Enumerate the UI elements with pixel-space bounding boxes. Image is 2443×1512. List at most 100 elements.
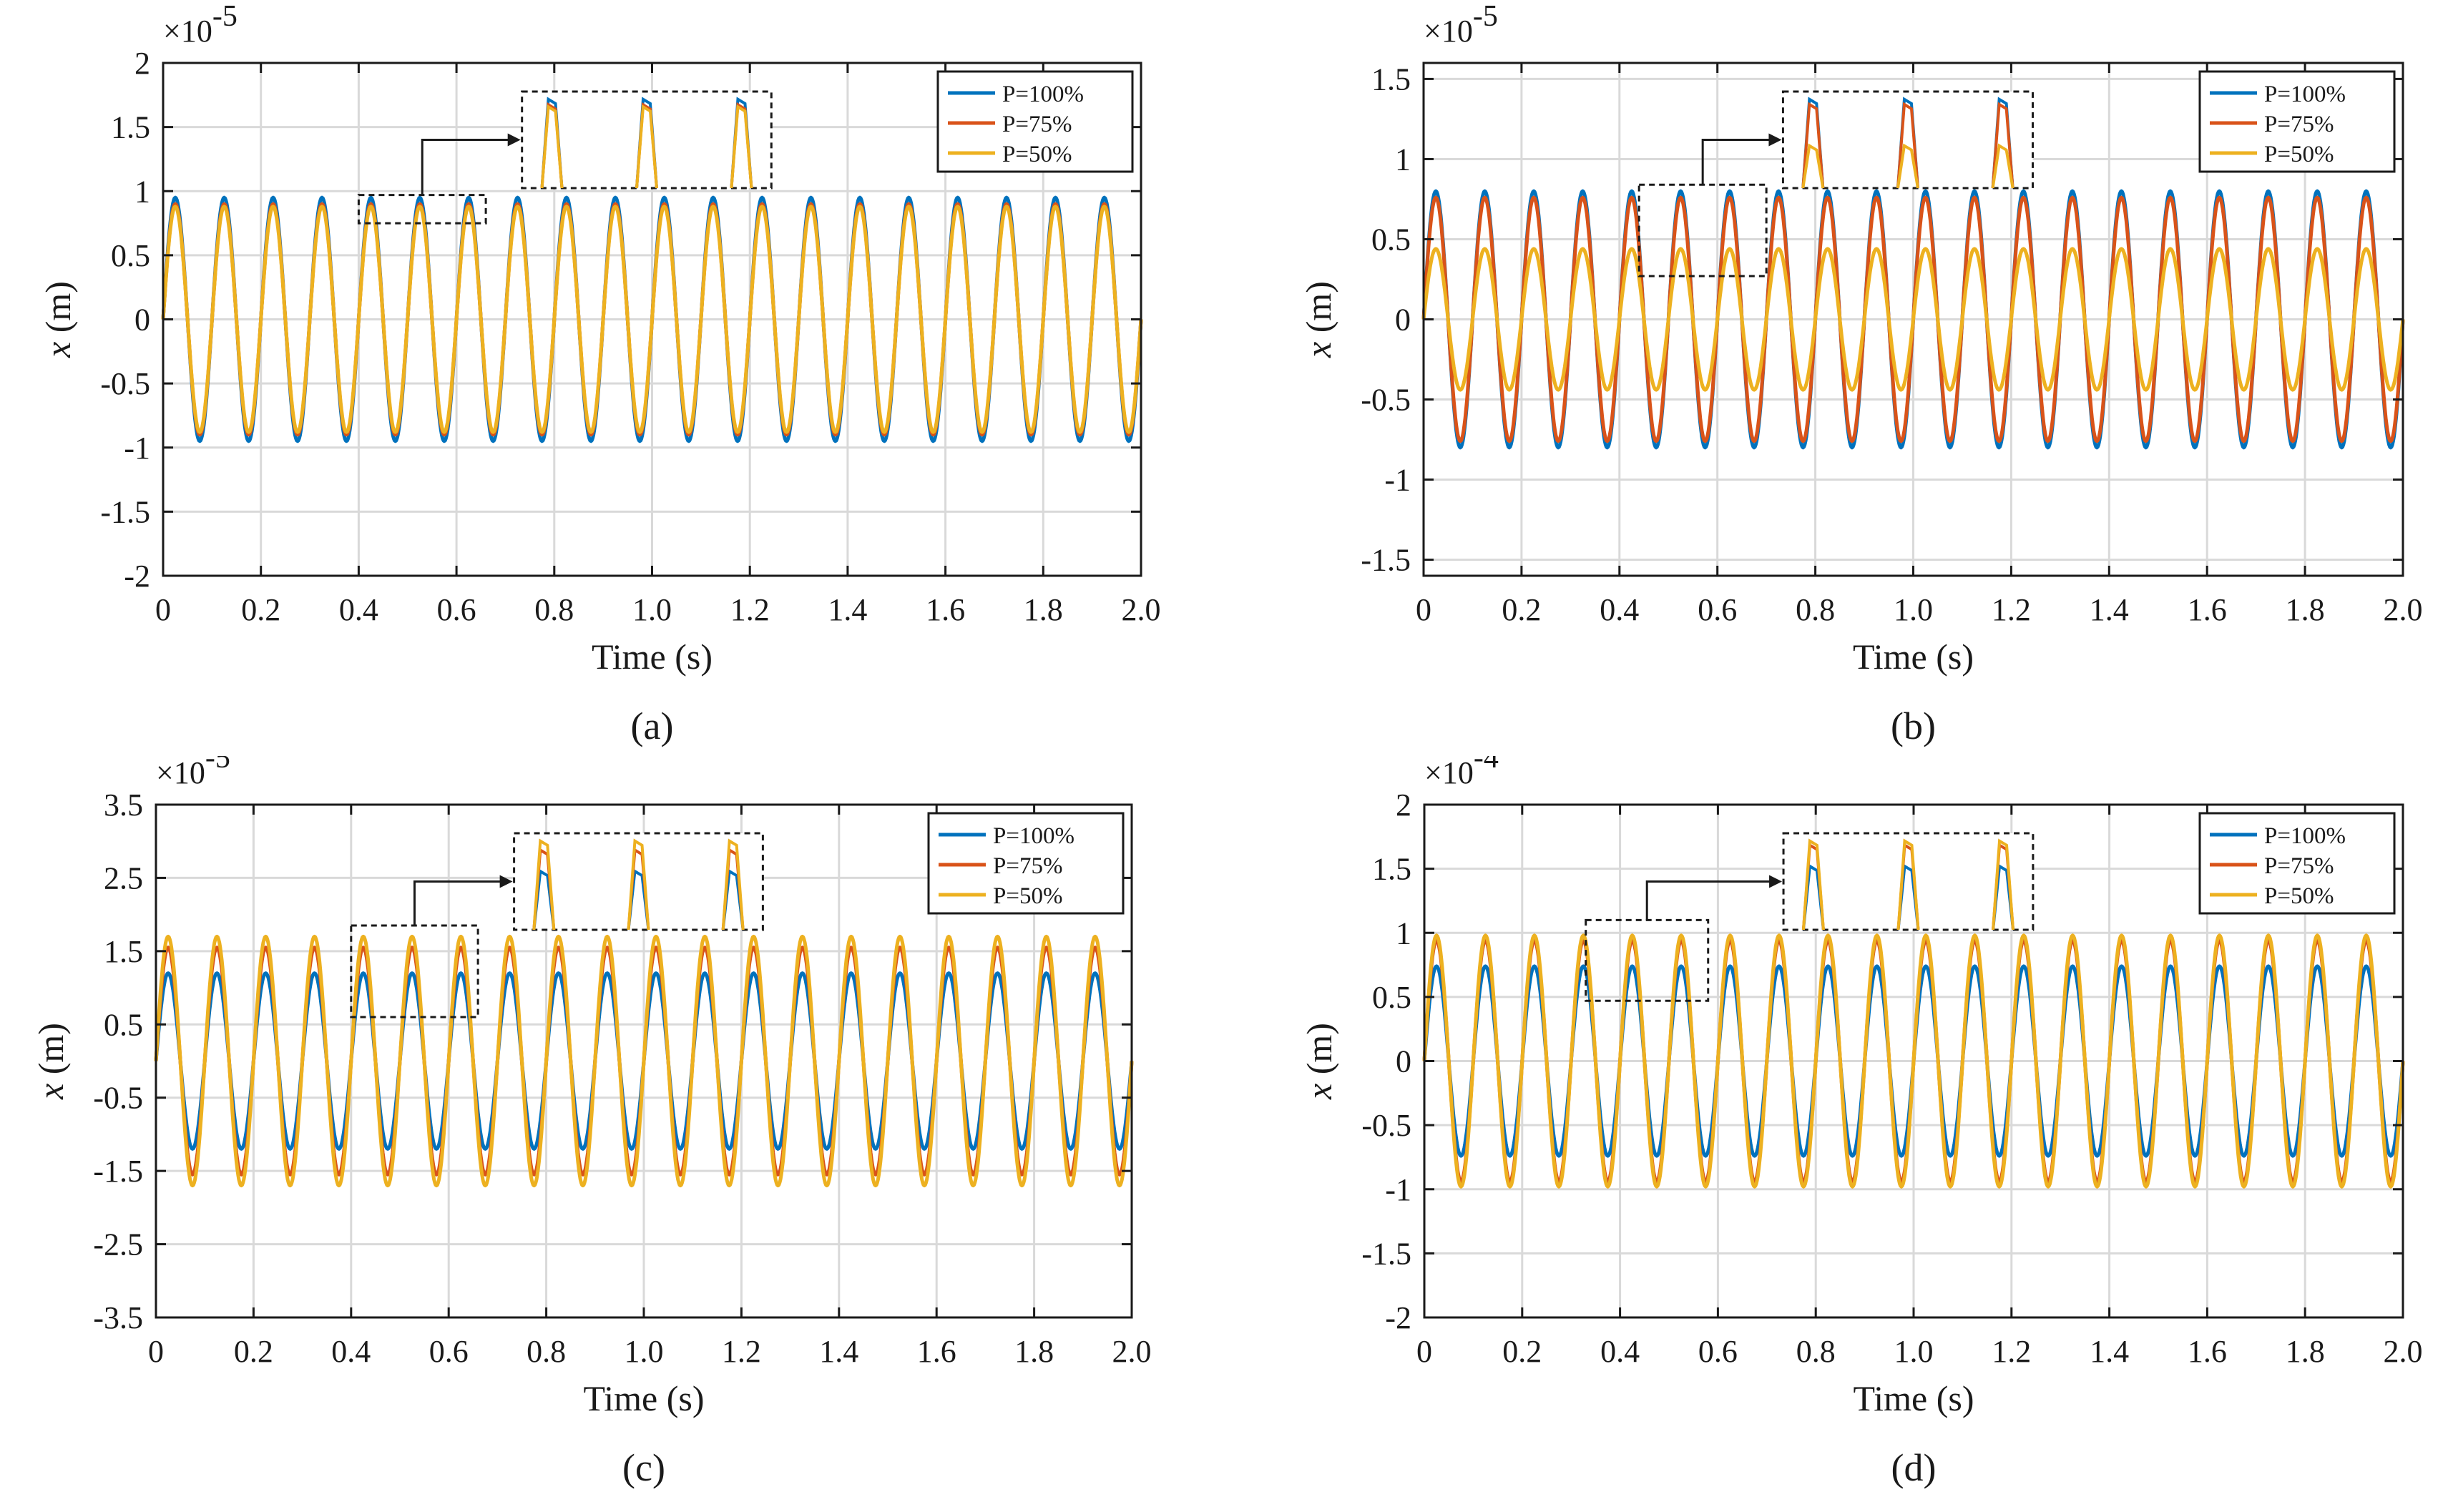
panel-label: (a): [631, 705, 674, 747]
x-tick-label: 1.2: [722, 1334, 761, 1369]
x-tick-label: 0.4: [339, 592, 378, 627]
x-tick-label: 0.2: [1502, 592, 1541, 627]
y-tick-label: -0.5: [1361, 383, 1411, 418]
y-tick-label: -0.5: [1361, 1108, 1411, 1143]
x-tick-label: 0.4: [1600, 592, 1639, 627]
x-tick-label: 1.0: [1894, 592, 1933, 627]
zoom-peak: [1801, 102, 1825, 189]
y-tick-label: 2: [134, 46, 150, 81]
x-tick-label: 1.2: [730, 592, 770, 627]
y-tick-label: 0.5: [111, 238, 150, 273]
y-tick-label: 1.5: [104, 934, 143, 969]
zoom-inset-box: [513, 832, 764, 931]
zoom-arrowhead: [1768, 133, 1782, 147]
zoom-peak: [721, 838, 745, 931]
zoom-region-box: [1637, 183, 1768, 278]
x-tick-label: 0: [1416, 592, 1431, 627]
zoom-peak: [1896, 838, 1920, 931]
x-tick-label: 1.0: [1894, 1334, 1934, 1369]
x-tick-label: 0.4: [1600, 1334, 1640, 1369]
x-tick-label: 1.0: [625, 1334, 664, 1369]
x-axis-label: Time (s): [592, 637, 713, 677]
legend-label: P=50%: [1002, 142, 1072, 167]
y-tick-label: -1.5: [100, 494, 150, 529]
y-tick-label: -1: [1385, 1172, 1411, 1207]
y-axis-label: x (m): [31, 1023, 71, 1100]
legend-label: P=75%: [2264, 853, 2334, 879]
x-tick-label: 1.4: [819, 1334, 858, 1369]
y-tick-label: -1: [124, 431, 150, 466]
legend-label: P=50%: [2264, 142, 2334, 167]
zoom-arrow: [421, 139, 512, 195]
legend-label: P=50%: [993, 883, 1062, 909]
zoom-peak: [1801, 838, 1825, 931]
zoom-peak: [540, 104, 564, 189]
zoom-peak: [1896, 143, 1919, 189]
zoom-arrowhead: [507, 133, 521, 147]
x-axis-label: Time (s): [1853, 1378, 1974, 1418]
panel-label: (c): [622, 1446, 665, 1489]
y-axis-label: x (m): [38, 281, 78, 358]
y-tick-label: 0.5: [1371, 222, 1411, 257]
y-tick-label: 0: [134, 303, 150, 338]
y-tick-label: -3.5: [93, 1300, 143, 1335]
x-tick-label: 0.2: [234, 1334, 273, 1369]
y-tick-label: -1.5: [93, 1154, 143, 1189]
y-tick-label: 1.5: [111, 110, 150, 145]
zoom-peak: [730, 104, 753, 189]
x-tick-label: 1.8: [1024, 592, 1063, 627]
zoom-peak: [635, 104, 658, 189]
series-line: [1421, 247, 2405, 392]
legend: P=100% P=75% P=50%: [927, 812, 1125, 915]
y-exponent: ×10-4: [1424, 756, 1499, 790]
y-exponent: ×10-5: [163, 0, 238, 49]
zoom-arrowhead: [1769, 875, 1783, 888]
x-tick-label: 0.8: [1796, 1334, 1836, 1369]
x-tick-label: 1.0: [632, 592, 672, 627]
x-tick-label: 1.4: [2090, 592, 2129, 627]
zoom-peak: [1896, 102, 1919, 189]
x-tick-label: 0.8: [527, 1334, 566, 1369]
series-line: [154, 934, 1134, 1188]
x-tick-label: 0.8: [1796, 592, 1835, 627]
y-exponent: ×10-5: [156, 756, 230, 790]
legend-label: P=100%: [993, 823, 1074, 849]
x-tick-label: 1.6: [2188, 592, 2227, 627]
x-tick-label: 0.6: [429, 1334, 469, 1369]
legend-label: P=75%: [2264, 112, 2334, 137]
x-tick-label: 0.8: [534, 592, 574, 627]
x-tick-label: 2.0: [2384, 592, 2423, 627]
y-tick-label: -2: [124, 559, 150, 594]
y-tick-label: 1.5: [1371, 62, 1411, 97]
x-tick-label: 2.0: [2384, 1334, 2423, 1369]
zoom-peak: [1992, 838, 2015, 931]
x-tick-label: 0.6: [1698, 1334, 1738, 1369]
zoom-peak: [1991, 143, 2014, 189]
zoom-arrow: [1645, 880, 1774, 921]
chart-panel-c: 0 0.2 0.4 0.6 0.8 1.0 1.2 1.4 1.6 1.8 2.0 -3.5 -2.5 -…: [31, 756, 1152, 1489]
x-tick-label: 0: [148, 1334, 164, 1369]
zoom-arrow: [413, 880, 504, 926]
x-tick-label: 1.6: [917, 1334, 956, 1369]
legend: P=100% P=75% P=50%: [936, 70, 1134, 173]
chart-panel-a: 0 0.2 0.4 0.6 0.8 1.0 1.2 1.4 1.6 1.8 2.0 -2 -1.5 -1 -…: [38, 0, 1161, 747]
x-tick-label: 1.6: [926, 592, 965, 627]
x-tick-label: 2.0: [1122, 592, 1161, 627]
legend-label: P=75%: [1002, 112, 1072, 137]
zoom-peak: [1801, 143, 1825, 189]
y-tick-label: -0.5: [100, 366, 150, 401]
y-tick-label: -2: [1385, 1300, 1411, 1335]
y-tick-label: 3.5: [104, 787, 143, 823]
x-tick-label: 1.8: [2286, 1334, 2325, 1369]
y-tick-label: -0.5: [93, 1081, 143, 1116]
y-tick-label: -2.5: [93, 1227, 143, 1262]
x-tick-label: 0.4: [331, 1334, 371, 1369]
y-tick-label: 1: [1396, 915, 1411, 951]
zoom-arrow: [1701, 139, 1773, 185]
y-tick-label: -1: [1384, 463, 1411, 498]
x-axis-label: Time (s): [583, 1378, 704, 1418]
x-tick-label: 0.2: [241, 592, 280, 627]
zoom-peak: [1991, 102, 2014, 189]
zoom-inset-box: [1782, 832, 2035, 931]
zoom-peak: [532, 838, 556, 931]
